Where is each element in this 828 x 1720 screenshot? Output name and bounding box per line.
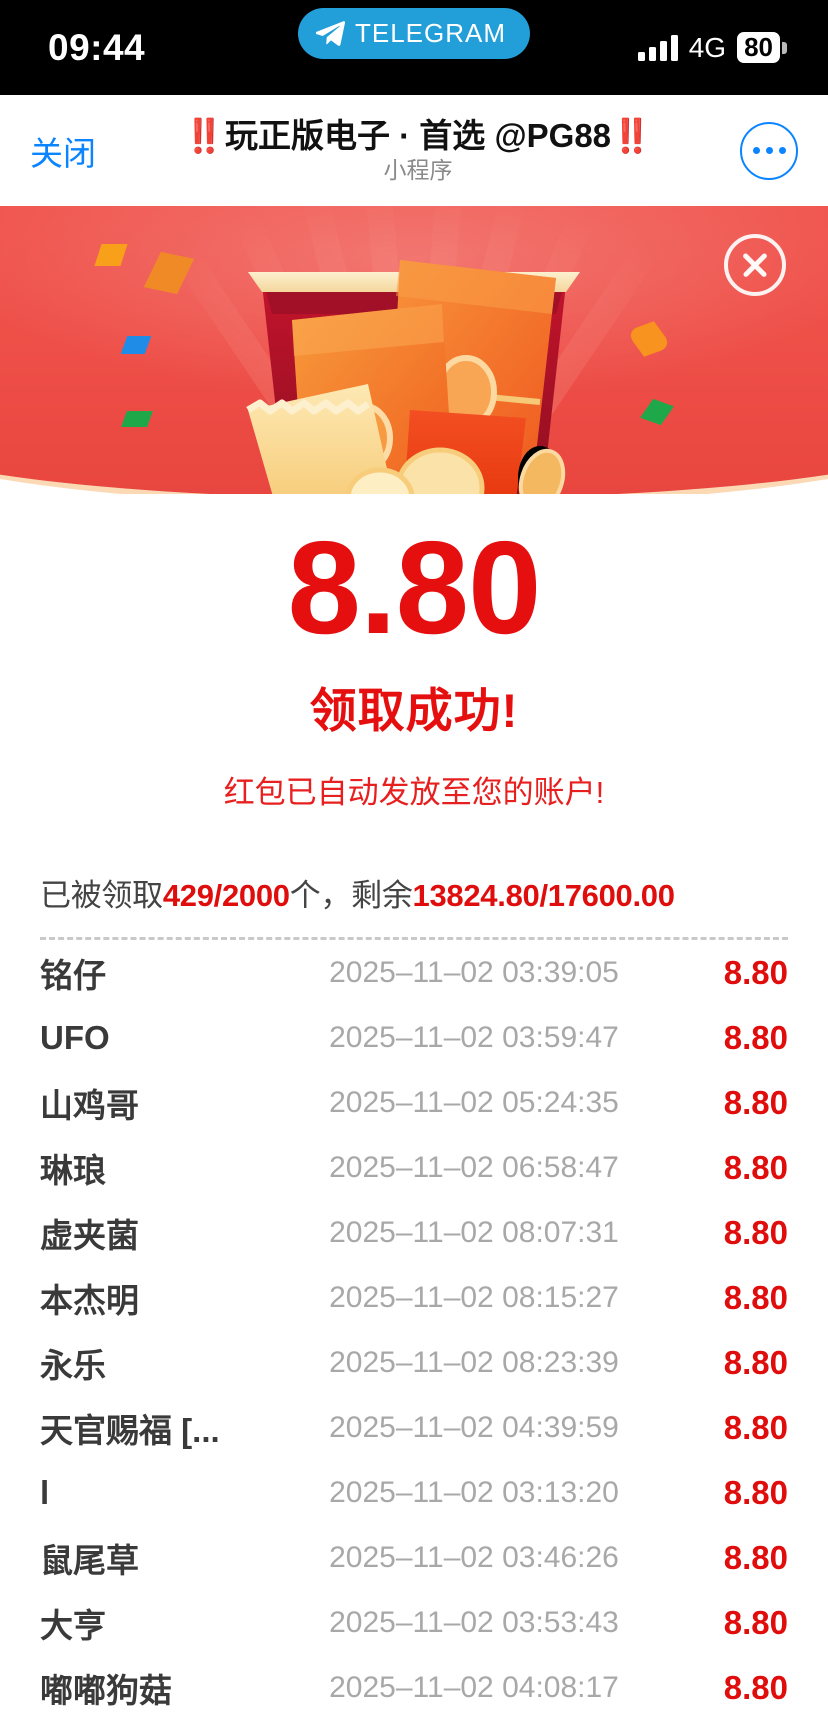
- page-subtitle: 小程序: [383, 157, 453, 184]
- claimed-prefix-label: 已被领取: [40, 878, 163, 913]
- claimed-separator: /: [213, 878, 223, 913]
- record-name: 铭仔: [40, 956, 106, 994]
- table-row: 大亨 2025–11–02 03:53:43 8.80: [40, 1590, 788, 1655]
- record-amount: 8.80: [723, 1668, 788, 1706]
- record-name: 永乐: [40, 1346, 106, 1384]
- record-name: 鼠尾草: [40, 1541, 139, 1579]
- record-name: 山鸡哥: [40, 1086, 139, 1124]
- record-name: UFO: [40, 1018, 110, 1056]
- claimed-count-value: 429: [162, 878, 214, 913]
- title-suffix-bang: ‼️: [611, 117, 653, 155]
- status-bar-time: 09:44: [48, 26, 146, 68]
- record-name: l: [40, 1473, 50, 1511]
- record-name: 天官赐福 [...: [40, 1411, 220, 1449]
- telegram-label: TELEGRAM: [354, 18, 507, 48]
- status-bar-indicators: 4G 80: [637, 31, 780, 64]
- record-time: 2025–11–02 06:58:47: [329, 1150, 619, 1184]
- more-dot-icon: [778, 147, 786, 154]
- record-time: 2025–11–02 03:59:47: [329, 1020, 619, 1054]
- table-row: UFO 2025–11–02 03:59:47 8.80: [40, 1005, 788, 1070]
- record-time: 2025–11–02 03:46:26: [329, 1540, 619, 1574]
- network-type-label: 4G: [688, 31, 727, 63]
- claimed-suffix-label: 个，: [289, 878, 352, 913]
- more-dot-icon: [752, 147, 760, 154]
- record-amount: 8.80: [723, 1213, 788, 1251]
- miniprogram-navbar: 关闭 ‼️玩正版电子 · 首选 @PG88‼️ 小程序: [0, 95, 828, 206]
- table-row: 永乐 2025–11–02 08:23:39 8.80: [40, 1330, 788, 1395]
- table-row: 本杰明 2025–11–02 08:15:27 8.80: [40, 1265, 788, 1330]
- status-bar: 09:44 TELEGRAM 4G 80: [0, 0, 828, 95]
- record-amount: 8.80: [723, 1018, 788, 1056]
- record-time: 2025–11–02 08:07:31: [329, 1215, 619, 1249]
- gift-box-illustration: [246, 260, 580, 494]
- record-amount: 8.80: [723, 1148, 788, 1186]
- record-name: 琳琅: [40, 1151, 106, 1189]
- record-amount: 8.80: [723, 1083, 788, 1121]
- result-block: 8.80 领取成功! 红包已自动发放至您的账户!: [0, 494, 828, 812]
- record-time: 2025–11–02 04:39:59: [329, 1410, 619, 1444]
- record-name: 嘟嘟狗菇: [40, 1671, 172, 1709]
- record-time: 2025–11–02 03:39:05: [329, 955, 619, 989]
- record-amount: 8.80: [723, 1343, 788, 1381]
- page-title: ‼️玩正版电子 · 首选 @PG88‼️: [100, 117, 736, 155]
- more-options-button[interactable]: [740, 121, 798, 180]
- claim-stats: 已被领取429/2000个，剩余13824.80/17600.00: [0, 870, 828, 915]
- record-name: 虚夹菌: [40, 1216, 139, 1254]
- record-name: 大亨: [40, 1606, 106, 1644]
- auto-credit-note: 红包已自动发放至您的账户!: [223, 775, 605, 810]
- record-name: 本杰明: [40, 1281, 139, 1319]
- record-time: 2025–11–02 08:23:39: [329, 1345, 619, 1379]
- navbar-titles: ‼️玩正版电子 · 首选 @PG88‼️ 小程序: [96, 117, 740, 183]
- record-amount: 8.80: [723, 1538, 788, 1576]
- record-time: 2025–11–02 08:15:27: [329, 1280, 619, 1314]
- table-row: l 2025–11–02 03:13:20 8.80: [40, 1460, 788, 1525]
- received-amount: 8.80: [287, 514, 542, 661]
- claimed-total-value: 2000: [221, 878, 290, 913]
- battery-icon: 80: [737, 32, 780, 63]
- remain-prefix-label: 剩余: [351, 878, 413, 913]
- table-row: 鼠尾草 2025–11–02 03:46:26 8.80: [40, 1525, 788, 1590]
- record-time: 2025–11–02 03:53:43: [329, 1605, 619, 1639]
- table-row: 山鸡哥 2025–11–02 05:24:35 8.80: [40, 1070, 788, 1135]
- record-time: 2025–11–02 03:13:20: [329, 1475, 619, 1509]
- remain-separator: /: [539, 878, 548, 913]
- table-row: 虚夹菌 2025–11–02 08:07:31 8.80: [40, 1200, 788, 1265]
- record-amount: 8.80: [723, 1278, 788, 1316]
- title-prefix-bang: ‼️: [183, 117, 225, 155]
- title-main-text: 玩正版电子 · 首选 @PG88: [224, 117, 612, 155]
- hero-banner: [0, 206, 828, 494]
- remain-total-value: 17600.00: [547, 878, 675, 913]
- table-row: 天官赐福 [... 2025–11–02 04:39:59 8.80: [40, 1395, 788, 1460]
- telegram-plane-icon: [315, 20, 346, 46]
- close-circle-icon[interactable]: [724, 234, 786, 296]
- record-amount: 8.80: [723, 1408, 788, 1446]
- more-dot-icon: [765, 147, 773, 154]
- record-amount: 8.80: [723, 1603, 788, 1641]
- table-row: 嘟嘟狗菇 2025–11–02 04:08:17 8.80: [40, 1655, 788, 1720]
- success-message: 领取成功!: [309, 684, 519, 737]
- remain-value: 13824.80: [412, 878, 540, 913]
- record-time: 2025–11–02 04:08:17: [329, 1670, 619, 1704]
- record-time: 2025–11–02 05:24:35: [329, 1085, 619, 1119]
- dashed-divider: [40, 937, 788, 940]
- record-amount: 8.80: [723, 1473, 788, 1511]
- signal-bars-icon: [637, 34, 678, 61]
- table-row: 琳琅 2025–11–02 06:58:47 8.80: [40, 1135, 788, 1200]
- telegram-pill[interactable]: TELEGRAM: [297, 8, 531, 59]
- close-button[interactable]: 关闭: [30, 134, 96, 172]
- claim-record-list[interactable]: 铭仔 2025–11–02 03:39:05 8.80 UFO 2025–11–02 0…: [0, 940, 828, 1720]
- record-amount: 8.80: [723, 953, 788, 991]
- table-row: 铭仔 2025–11–02 03:39:05 8.80: [40, 940, 788, 1005]
